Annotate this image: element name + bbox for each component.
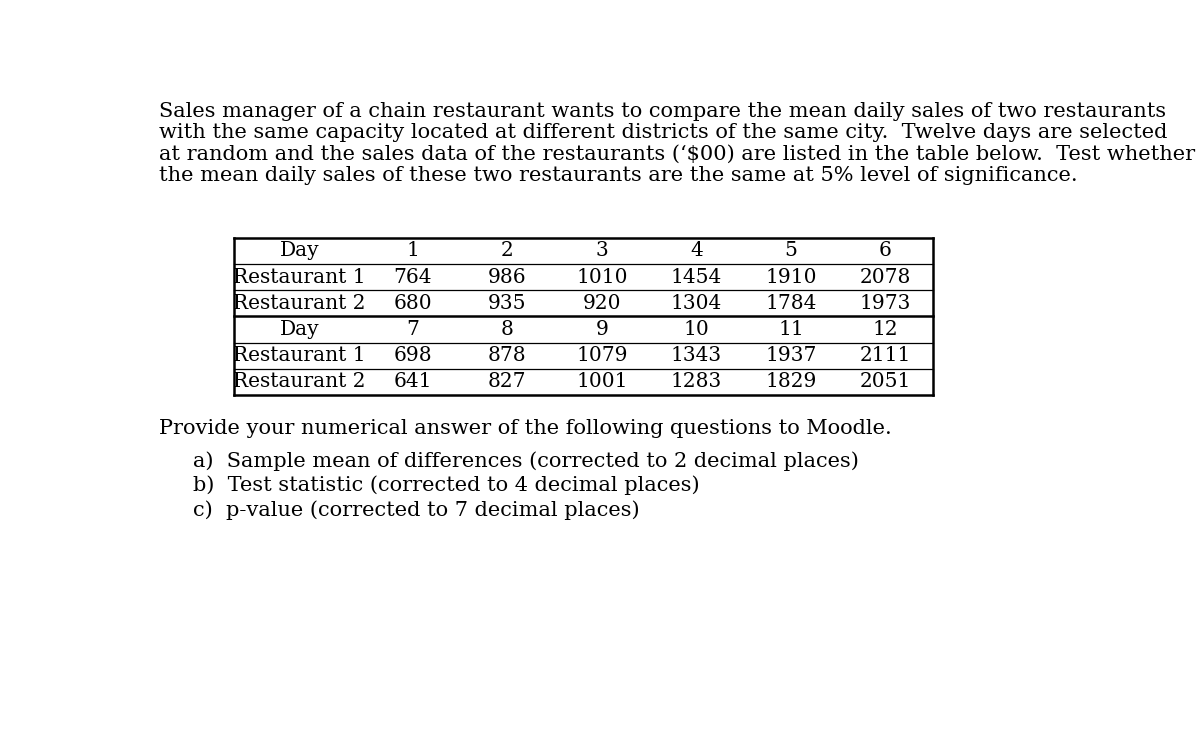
Text: with the same capacity located at different districts of the same city.  Twelve : with the same capacity located at differ… bbox=[160, 123, 1168, 142]
Text: 3: 3 bbox=[595, 241, 608, 260]
Text: the mean daily sales of these two restaurants are the same at 5% level of signif: the mean daily sales of these two restau… bbox=[160, 166, 1078, 185]
Text: 920: 920 bbox=[582, 294, 622, 313]
Text: a)  Sample mean of differences (corrected to 2 decimal places): a) Sample mean of differences (corrected… bbox=[193, 451, 858, 471]
Text: 9: 9 bbox=[595, 320, 608, 339]
Text: 2078: 2078 bbox=[859, 268, 911, 287]
Text: 2051: 2051 bbox=[859, 372, 911, 391]
Text: 1010: 1010 bbox=[576, 268, 628, 287]
Text: 1: 1 bbox=[407, 241, 419, 260]
Text: 7: 7 bbox=[407, 320, 419, 339]
Text: Restaurant 1: Restaurant 1 bbox=[233, 346, 366, 366]
Text: 698: 698 bbox=[394, 346, 432, 366]
Text: 827: 827 bbox=[488, 372, 527, 391]
Text: at random and the sales data of the restaurants (‘$00) are listed in the table b: at random and the sales data of the rest… bbox=[160, 145, 1195, 164]
Text: 8: 8 bbox=[500, 320, 514, 339]
Text: Provide your numerical answer of the following questions to Moodle.: Provide your numerical answer of the fol… bbox=[160, 419, 892, 438]
Text: 1304: 1304 bbox=[671, 294, 722, 313]
Text: 1454: 1454 bbox=[671, 268, 722, 287]
Text: 6: 6 bbox=[880, 241, 892, 260]
Text: 2: 2 bbox=[500, 241, 514, 260]
Text: 1910: 1910 bbox=[766, 268, 817, 287]
Text: 1283: 1283 bbox=[671, 372, 722, 391]
Text: 1343: 1343 bbox=[671, 346, 722, 366]
Text: b)  Test statistic (corrected to 4 decimal places): b) Test statistic (corrected to 4 decima… bbox=[193, 476, 700, 496]
Text: 680: 680 bbox=[394, 294, 432, 313]
Text: 986: 986 bbox=[488, 268, 527, 287]
Text: Sales manager of a chain restaurant wants to compare the mean daily sales of two: Sales manager of a chain restaurant want… bbox=[160, 102, 1166, 121]
Text: 1973: 1973 bbox=[859, 294, 911, 313]
Text: 10: 10 bbox=[684, 320, 709, 339]
Text: 1829: 1829 bbox=[766, 372, 817, 391]
Text: 935: 935 bbox=[488, 294, 527, 313]
Text: 641: 641 bbox=[394, 372, 432, 391]
Text: c)  p-value (corrected to 7 decimal places): c) p-value (corrected to 7 decimal place… bbox=[193, 501, 640, 520]
Text: 5: 5 bbox=[785, 241, 797, 260]
Text: Restaurant 2: Restaurant 2 bbox=[233, 372, 366, 391]
Text: 12: 12 bbox=[872, 320, 899, 339]
Text: 4: 4 bbox=[690, 241, 703, 260]
Text: 1784: 1784 bbox=[766, 294, 817, 313]
Text: Day: Day bbox=[280, 241, 319, 260]
Text: Restaurant 2: Restaurant 2 bbox=[233, 294, 366, 313]
Text: 1937: 1937 bbox=[766, 346, 817, 366]
Text: 1079: 1079 bbox=[576, 346, 628, 366]
Text: 11: 11 bbox=[778, 320, 804, 339]
Text: Day: Day bbox=[280, 320, 319, 339]
Text: 764: 764 bbox=[394, 268, 432, 287]
Text: 1001: 1001 bbox=[576, 372, 628, 391]
Text: 878: 878 bbox=[488, 346, 527, 366]
Text: Restaurant 1: Restaurant 1 bbox=[233, 268, 366, 287]
Text: 2111: 2111 bbox=[859, 346, 911, 366]
